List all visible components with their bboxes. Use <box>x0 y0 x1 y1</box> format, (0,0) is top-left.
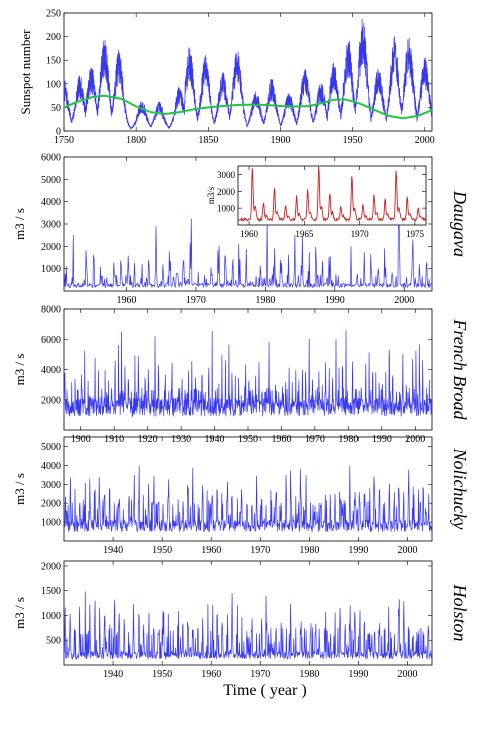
nolichucky-ytick-label: 2000 <box>41 499 61 510</box>
nolichucky-xtick-label: 1960 <box>201 545 221 556</box>
nolichucky-ytick-label: 3000 <box>41 480 61 491</box>
nolichucky-flow-series <box>63 465 433 533</box>
frenchbroad-river-label: French Broad <box>450 318 470 420</box>
frenchbroad-xtick-label: 1930 <box>171 434 191 445</box>
nolichucky-xtick-label: 1940 <box>103 545 123 556</box>
holston-ytick-label: 1500 <box>41 586 61 597</box>
frenchbroad-xtick-label: 1920 <box>138 434 158 445</box>
panels-layer: 1750 1800 1850 1900 1950 2000 0 50 100 150 200 250 S… <box>12 9 470 681</box>
daugava-river-label: Daugava <box>450 190 470 257</box>
frenchbroad-xtick-label: 1950 <box>238 434 258 445</box>
daugava-inset-ytick-label: 1000 <box>217 204 236 214</box>
sunspot-frame <box>63 12 433 132</box>
sunspot-ytick-label: 100 <box>46 79 61 90</box>
daugava-ytick-label: 5000 <box>41 175 61 186</box>
daugava-inset-ytick-label: 2000 <box>217 187 236 197</box>
sunspot-xtick-label: 1750 <box>54 135 74 146</box>
holston-frame <box>63 560 433 666</box>
nolichucky-ytick-label: 4000 <box>41 461 61 472</box>
nolichucky-panel: 1940 1950 1960 1970 1980 1990 2000 1000 2000 3000… <box>12 436 470 556</box>
daugava-y-axis-title: m3 / s <box>12 208 27 240</box>
holston-xtick-label: 2000 <box>397 669 417 680</box>
frenchbroad-xtick-label: 1900 <box>71 434 91 445</box>
nolichucky-xtick-label: 1990 <box>348 545 368 556</box>
holston-ytick-label: 1000 <box>41 611 61 622</box>
x-axis-title: Time ( year ) <box>223 682 306 699</box>
daugava-flow-series <box>63 215 433 289</box>
holston-ytick-label: 2000 <box>41 561 61 572</box>
nolichucky-ytick-label: 5000 <box>41 442 61 453</box>
sunspot-y-axis-title: Sunspot number <box>18 29 33 115</box>
sunspot-panel: 1750 1800 1850 1900 1950 2000 0 50 100 150 200 250 S… <box>18 9 435 147</box>
sunspot-ytick-label: 0 <box>56 127 61 138</box>
daugava-inset-y-axis-title: m3/s <box>206 186 216 204</box>
holston-flow-series <box>63 591 433 661</box>
daugava-ytick-label: 2000 <box>41 242 61 253</box>
daugava-ytick-label: 6000 <box>41 153 61 164</box>
daugava-inset-xtick-label: 1965 <box>295 229 314 239</box>
sunspot-xtick-label: 1900 <box>270 135 290 146</box>
frenchbroad-ytick-label: 8000 <box>41 305 61 316</box>
sunspot-smoothed-series <box>63 94 433 120</box>
holston-xtick-label: 1980 <box>299 669 319 680</box>
frenchbroad-y-axis-title: m3 / s <box>12 354 27 386</box>
sunspot-xtick-label: 1850 <box>198 135 218 146</box>
frenchbroad-xtick-label: 1940 <box>205 434 225 445</box>
daugava-xtick-label: 1980 <box>255 295 275 306</box>
frenchbroad-ytick-label: 2000 <box>41 395 61 406</box>
daugava-xtick-label: 1960 <box>116 295 136 306</box>
holston-xtick-label: 1990 <box>348 669 368 680</box>
sunspot-monthly-series <box>63 18 433 130</box>
nolichucky-xtick-label: 2000 <box>397 545 417 556</box>
daugava-inset-xtick-label: 1975 <box>406 229 425 239</box>
frenchbroad-ytick-label: 6000 <box>41 335 61 346</box>
daugava-ytick-label: 4000 <box>41 197 61 208</box>
nolichucky-y-axis-title: m3 / s <box>12 473 27 505</box>
daugava-inset-xtick-label: 1970 <box>351 229 370 239</box>
nolichucky-ytick-label: 1000 <box>41 518 61 529</box>
sunspot-ytick-label: 150 <box>46 56 61 67</box>
frenchbroad-xtick-label: 1960 <box>271 434 291 445</box>
frenchbroad-xtick-label: 2000 <box>405 434 425 445</box>
holston-xtick-label: 1950 <box>152 669 172 680</box>
holston-xtick-label: 1960 <box>201 669 221 680</box>
sunspot-ytick-label: 200 <box>46 32 61 43</box>
sunspot-xtick-label: 2000 <box>415 135 435 146</box>
holston-river-label: Holston <box>450 583 470 641</box>
nolichucky-river-label: Nolichucky <box>450 448 470 530</box>
nolichucky-xtick-label: 1950 <box>152 545 172 556</box>
daugava-xtick-label: 1990 <box>325 295 345 306</box>
holston-xtick-label: 1940 <box>103 669 123 680</box>
nolichucky-xtick-label: 1980 <box>299 545 319 556</box>
holston-xtick-label: 1970 <box>250 669 270 680</box>
daugava-xtick-label: 1970 <box>186 295 206 306</box>
frenchbroad-xtick-label: 1980 <box>338 434 358 445</box>
holston-y-axis-title: m3 / s <box>12 597 27 629</box>
frenchbroad-xtick-label: 1910 <box>104 434 124 445</box>
daugava-inset-ytick-label: 3000 <box>217 170 236 180</box>
holston-panel: 1940 1950 1960 1970 1980 1990 2000 500 1000 1500 2… <box>12 560 470 680</box>
daugava-ytick-label: 3000 <box>41 220 61 231</box>
daugava-xtick-label: 2000 <box>394 295 414 306</box>
daugava-inset-xtick-label: 1960 <box>240 229 259 239</box>
nolichucky-xtick-label: 1970 <box>250 545 270 556</box>
holston-ytick-label: 500 <box>46 636 61 647</box>
sunspot-ytick-label: 250 <box>46 9 61 20</box>
sunspot-xtick-label: 1800 <box>126 135 146 146</box>
daugava-inset-series <box>237 165 426 223</box>
frenchbroad-panel: 1900 1910 1920 1930 1940 1950 1960 1970 1980 1990… <box>12 305 470 446</box>
sunspot-ytick-label: 50 <box>51 103 61 114</box>
frenchbroad-xtick-label: 1990 <box>372 434 392 445</box>
sunspot-xtick-label: 1950 <box>343 135 363 146</box>
frenchbroad-xtick-label: 1970 <box>305 434 325 445</box>
frenchbroad-ytick-label: 4000 <box>41 365 61 376</box>
daugava-inset-frame <box>237 165 427 226</box>
daugava-ytick-label: 1000 <box>41 264 61 275</box>
frenchbroad-flow-series <box>63 330 433 417</box>
nolichucky-frame <box>63 436 433 542</box>
